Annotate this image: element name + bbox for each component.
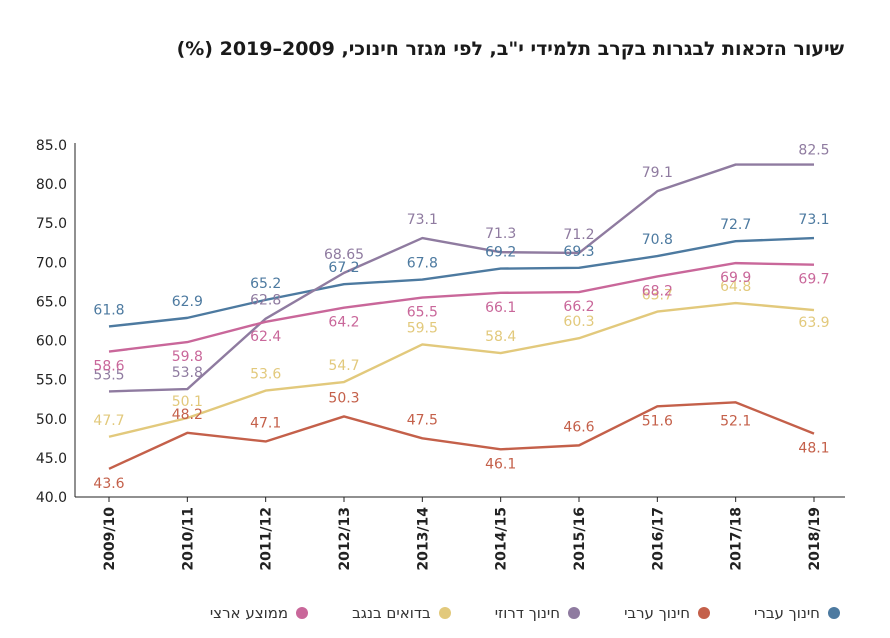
y-tick-label: 40.0 bbox=[36, 490, 67, 506]
data-label: 68.2 bbox=[642, 283, 673, 299]
y-tick-label: 55.0 bbox=[36, 373, 67, 389]
data-label: 51.6 bbox=[642, 413, 673, 429]
data-label: 53.5 bbox=[93, 367, 124, 383]
data-label: 66.2 bbox=[563, 299, 594, 315]
data-label: 46.1 bbox=[485, 456, 516, 472]
data-label: 73.1 bbox=[407, 212, 438, 228]
data-label: 53.8 bbox=[172, 365, 203, 381]
data-label: 62.4 bbox=[250, 329, 281, 345]
data-label: 66.1 bbox=[485, 300, 516, 316]
data-label: 58.4 bbox=[485, 329, 516, 345]
y-tick-label: 50.0 bbox=[36, 412, 67, 428]
data-label: 65.5 bbox=[407, 305, 438, 321]
data-label: 69.7 bbox=[798, 272, 829, 288]
legend-item: חינוך דרוזי bbox=[494, 604, 581, 622]
x-tick-label: 2015/16 bbox=[572, 507, 588, 571]
data-label: 64.8 bbox=[720, 279, 751, 295]
data-label: 82.5 bbox=[798, 143, 829, 159]
data-label: 71.2 bbox=[563, 227, 594, 243]
data-label: 65.2 bbox=[250, 276, 281, 292]
legend-item: חינוך עברי bbox=[754, 604, 840, 622]
data-label: 71.3 bbox=[485, 226, 516, 242]
series-line bbox=[108, 236, 815, 328]
x-tick-label: 2012/13 bbox=[337, 507, 353, 571]
legend-label: ממוצע ארצי bbox=[209, 604, 289, 622]
data-label: 58.6 bbox=[93, 359, 124, 375]
data-label: 67.8 bbox=[407, 256, 438, 272]
legend-swatch bbox=[296, 607, 309, 619]
data-label: 59.5 bbox=[407, 320, 438, 336]
line-chart: 40.0 45.0 50.0 55.0 60.0 65.0 70.0 75.0 80.0 85.0… bbox=[36, 138, 845, 571]
legend-label: חינוך עברי bbox=[754, 604, 820, 622]
y-tick-label: 75.0 bbox=[36, 216, 67, 232]
series-line bbox=[108, 261, 815, 353]
x-tick-label: 2013/14 bbox=[415, 507, 431, 571]
series-line bbox=[108, 301, 815, 438]
data-label: 68.65 bbox=[324, 247, 364, 263]
chart-legend: חינוך עברי חינוך ערבי חינוך דרוזי בדואים בנ… bbox=[210, 604, 840, 622]
legend-swatch bbox=[438, 607, 451, 619]
data-label: 62.8 bbox=[250, 293, 281, 309]
y-tick-label: 85.0 bbox=[36, 138, 67, 154]
chart-title: שיעור הזכאות לבגרות בקרב תלמידי י"ב, לפי… bbox=[176, 38, 844, 60]
data-label: 46.6 bbox=[563, 419, 594, 435]
data-label: 64.2 bbox=[328, 315, 359, 331]
data-label: 48.2 bbox=[172, 407, 203, 423]
data-label: 69.2 bbox=[485, 245, 516, 261]
data-label: 70.8 bbox=[642, 232, 673, 248]
y-tick-label: 70.0 bbox=[36, 255, 67, 271]
legend-swatch bbox=[568, 607, 581, 619]
x-tick-label: 2010/11 bbox=[180, 507, 196, 571]
x-tick-label: 2014/15 bbox=[494, 507, 510, 571]
x-tick-label: 2017/18 bbox=[729, 507, 745, 571]
data-label: 54.7 bbox=[328, 358, 359, 374]
data-label: 50.3 bbox=[328, 390, 359, 406]
x-tick-label: 2011/12 bbox=[259, 507, 275, 571]
legend-swatch bbox=[828, 607, 840, 619]
series-line bbox=[108, 163, 814, 393]
legend-label: חינוך דרוזי bbox=[494, 604, 561, 622]
data-label: 79.1 bbox=[642, 165, 673, 181]
legend-item: ממוצע ארצי bbox=[209, 604, 309, 622]
y-tick-label: 45.0 bbox=[36, 451, 67, 467]
legend-label: בדואים בנגב bbox=[352, 604, 431, 622]
data-label: 72.7 bbox=[720, 217, 751, 233]
x-tick-label: 2016/17 bbox=[650, 507, 666, 571]
data-label: 62.9 bbox=[172, 294, 203, 310]
data-label: 73.1 bbox=[798, 212, 829, 228]
data-label: 47.7 bbox=[93, 413, 124, 429]
data-label: 48.1 bbox=[798, 441, 829, 457]
legend-item: בדואים בנגב bbox=[352, 604, 451, 622]
x-tick-label: 2009/10 bbox=[102, 507, 118, 571]
data-label: 69.3 bbox=[563, 244, 594, 260]
y-tick-label: 80.0 bbox=[36, 177, 67, 193]
data-label: 43.6 bbox=[93, 476, 124, 492]
data-label: 63.7 bbox=[642, 288, 673, 304]
data-label: 47.5 bbox=[407, 412, 438, 428]
data-label: 67.2 bbox=[328, 260, 359, 276]
data-label: 60.3 bbox=[563, 314, 594, 330]
data-label: 61.8 bbox=[93, 302, 124, 318]
data-label: 63.9 bbox=[798, 315, 829, 331]
data-label: 59.8 bbox=[172, 349, 203, 365]
series-line bbox=[108, 401, 815, 470]
y-tick-label: 60.0 bbox=[36, 334, 67, 350]
x-tick-label: 2018/19 bbox=[807, 507, 823, 571]
data-label: 53.6 bbox=[250, 367, 281, 383]
data-label: 52.1 bbox=[720, 413, 751, 429]
legend-label: חינוך ערבי bbox=[624, 604, 691, 622]
data-label: 47.1 bbox=[250, 415, 281, 431]
y-tick-label: 65.0 bbox=[36, 294, 67, 310]
legend-swatch bbox=[698, 607, 711, 619]
data-label: 50.1 bbox=[172, 394, 203, 410]
data-label: 69.9 bbox=[720, 270, 751, 286]
legend-item: חינוך ערבי bbox=[624, 604, 711, 622]
